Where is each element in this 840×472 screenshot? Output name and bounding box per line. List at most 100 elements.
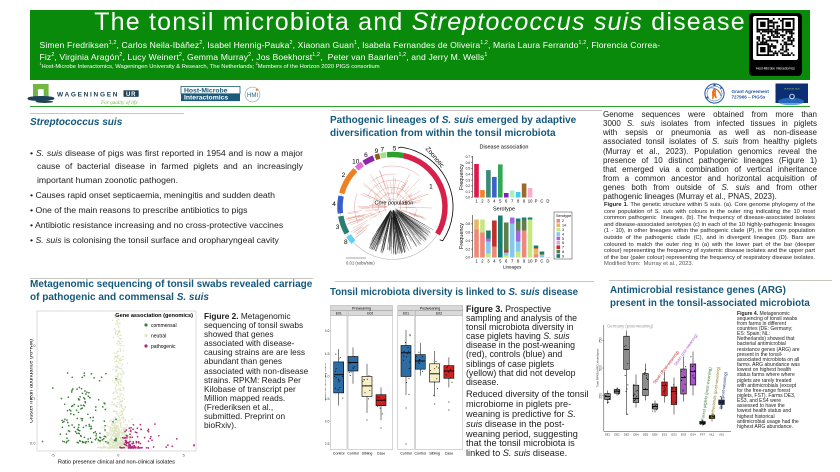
svg-text:5: 5: [393, 146, 397, 153]
svg-text:0.8: 0.8: [466, 222, 471, 226]
svg-text:6: 6: [562, 241, 564, 245]
svg-text:5: 5: [562, 237, 564, 241]
svg-text:Lineages: Lineages: [503, 265, 522, 270]
svg-text:Case: Case: [377, 452, 385, 456]
svg-text:0.2: 0.2: [466, 184, 471, 188]
svg-text:1: 1: [429, 184, 433, 191]
svg-text:US1: US1: [719, 432, 725, 436]
svg-text:0.01 (subs/site): 0.01 (subs/site): [346, 261, 375, 266]
svg-text:Control: Control: [333, 452, 345, 456]
svg-text:Spain (pre-weaning): Spain (pre-weaning): [673, 332, 699, 366]
svg-text:2: 2: [481, 199, 484, 204]
svg-text:4.0: 4.0: [325, 374, 330, 378]
svg-text:Preweaning: Preweaning: [352, 306, 371, 310]
svg-text:P: P: [535, 199, 538, 204]
svg-text:10: 10: [528, 199, 533, 204]
svg-text:Netherlands (post-weaning): Netherlands (post-weaning): [710, 366, 721, 418]
svg-text:commensal: commensal: [151, 323, 177, 329]
svg-text:0.6: 0.6: [466, 231, 471, 235]
svg-text:6: 6: [364, 152, 368, 159]
svg-text:4: 4: [562, 232, 564, 236]
svg-text:0.5: 0.5: [466, 167, 471, 171]
svg-text:6: 6: [505, 259, 508, 264]
svg-text:HMI: HMI: [247, 93, 258, 99]
svg-text:0.1: 0.1: [466, 190, 471, 194]
svg-text:For quality of life: For quality of life: [100, 99, 138, 106]
svg-text:Postweaning: Postweaning: [420, 306, 441, 310]
svg-text:-5: -5: [51, 453, 55, 458]
svg-text:Ratio presence clinical and no: Ratio presence clinical and non-clinical…: [58, 460, 175, 466]
svg-text:4.5: 4.5: [325, 352, 330, 356]
svg-text:Interactomics: Interactomics: [184, 95, 228, 102]
svg-text:Gene association (genomics): Gene association (genomics): [115, 313, 193, 319]
svg-text:0.7: 0.7: [466, 155, 471, 159]
svg-text:0.0: 0.0: [466, 196, 471, 200]
svg-text:1: 1: [475, 259, 478, 264]
svg-text:5: 5: [499, 199, 502, 204]
svg-text:DE3: DE3: [624, 432, 630, 436]
svg-text:neutral: neutral: [151, 333, 166, 339]
svg-text:WAGENINGEN: WAGENINGEN: [57, 91, 119, 98]
svg-text:3: 3: [336, 224, 340, 231]
svg-text:ES1: ES1: [662, 432, 668, 436]
svg-text:0.1: 0.1: [30, 396, 36, 401]
svg-text:0.2: 0.2: [466, 247, 471, 251]
svg-text:Cluster mean abundance (RPKM): Cluster mean abundance (RPKM): [30, 339, 35, 423]
svg-text:3.0: 3.0: [325, 420, 330, 424]
svg-text:C: C: [540, 199, 543, 204]
svg-text:DE4: DE4: [633, 432, 639, 436]
svg-text:Grant Agreement: Grant Agreement: [732, 89, 770, 94]
svg-text:2.5: 2.5: [325, 442, 330, 446]
svg-text:E01: E01: [336, 312, 342, 316]
svg-text:DE5: DE5: [643, 432, 649, 436]
svg-text:10: 10: [528, 259, 533, 264]
svg-text:Sibling: Sibling: [362, 452, 373, 456]
svg-text:5: 5: [499, 259, 502, 264]
svg-text:250: 250: [599, 393, 603, 399]
svg-text:E02: E02: [367, 312, 373, 316]
svg-text:0.4: 0.4: [466, 173, 471, 177]
svg-text:UR: UR: [126, 92, 136, 98]
svg-text:8: 8: [517, 259, 520, 264]
svg-text:727966 – PIGSs: 727966 – PIGSs: [732, 95, 766, 100]
svg-text:750: 750: [599, 337, 603, 343]
svg-text:DE2: DE2: [614, 432, 620, 436]
svg-text:5.0: 5.0: [325, 329, 330, 333]
svg-text:Disease association: Disease association: [480, 145, 529, 151]
svg-text:Serotype: Serotype: [493, 207, 515, 213]
svg-text:FST: FST: [700, 432, 706, 436]
svg-text:Control: Control: [400, 452, 412, 456]
svg-text:Sibling: Sibling: [429, 452, 440, 456]
svg-text:P: P: [535, 259, 538, 264]
svg-text:E01: E01: [403, 312, 409, 316]
svg-text:USA (post-weaning): USA (post-weaning): [719, 371, 729, 409]
svg-text:Case: Case: [445, 452, 453, 456]
svg-text:0: 0: [117, 453, 120, 458]
svg-text:0.3: 0.3: [466, 178, 471, 182]
svg-text:0.4: 0.4: [466, 239, 471, 243]
svg-text:D: D: [546, 199, 549, 204]
svg-text:4: 4: [493, 259, 496, 264]
svg-text:9: 9: [562, 254, 564, 258]
svg-text:5: 5: [183, 453, 186, 458]
svg-text:1: 1: [475, 199, 478, 204]
svg-text:6: 6: [505, 199, 508, 204]
svg-text:E02: E02: [436, 312, 442, 316]
svg-text:0.0: 0.0: [30, 441, 36, 446]
svg-text:NL1: NL1: [709, 432, 715, 436]
svg-text:2: 2: [562, 219, 564, 223]
svg-text:7: 7: [511, 259, 514, 264]
svg-text:4: 4: [332, 201, 336, 208]
svg-text:14: 14: [562, 224, 566, 228]
svg-text:pathogenic: pathogenic: [151, 344, 176, 350]
svg-text:1.0: 1.0: [30, 343, 36, 348]
svg-text:3: 3: [562, 228, 564, 232]
svg-text:Shannon diversity index: Shannon diversity index: [325, 363, 327, 401]
svg-text:ES4: ES4: [690, 432, 696, 436]
svg-text:3: 3: [487, 199, 490, 204]
svg-text:ES3: ES3: [681, 432, 687, 436]
svg-text:9: 9: [523, 259, 526, 264]
svg-text:DE6: DE6: [652, 432, 658, 436]
svg-text:7: 7: [511, 199, 514, 204]
svg-text:ES2: ES2: [671, 432, 677, 436]
